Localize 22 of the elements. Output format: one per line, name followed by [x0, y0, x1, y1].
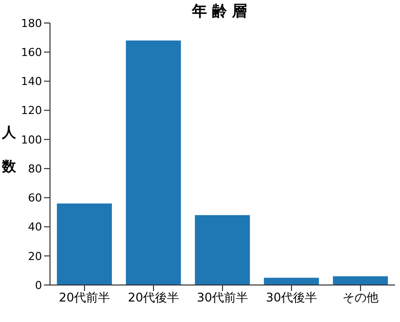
- y-tick-label: 180: [21, 16, 42, 30]
- y-tick-label: 40: [28, 220, 42, 234]
- text: 人数: [2, 125, 16, 175]
- x-tick-label: 30代前半: [196, 290, 248, 305]
- x-tick-label: 30代後半: [266, 290, 318, 305]
- x-tick-label: その他: [342, 290, 378, 305]
- y-tick-label: 20: [28, 250, 42, 263]
- chart-title: 年 齢 層: [190, 2, 248, 21]
- bar: [126, 40, 181, 285]
- x-tick-label: 20代後半: [128, 290, 180, 305]
- bar: [264, 278, 319, 285]
- bar: [332, 276, 388, 285]
- y-tick-label: 160: [21, 46, 42, 60]
- bar: [56, 203, 112, 285]
- y-tick-label: 140: [21, 75, 42, 88]
- bar: [194, 215, 250, 285]
- y-tick-label: 60: [28, 192, 42, 205]
- y-tick-label: 100: [21, 133, 42, 146]
- x-tick-label: 20代前半: [58, 290, 110, 305]
- y-tick-label: 80: [28, 162, 42, 176]
- y-tick-label: 120: [21, 104, 42, 118]
- y-tick-label: 0: [35, 278, 42, 292]
